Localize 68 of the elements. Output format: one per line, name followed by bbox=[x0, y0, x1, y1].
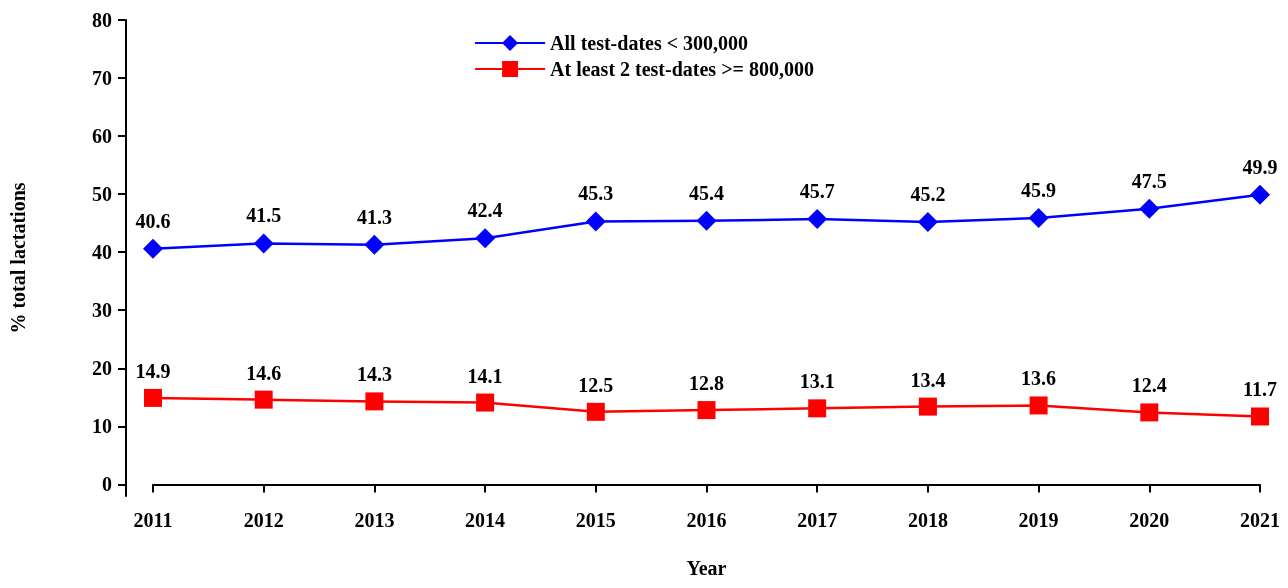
point bbox=[144, 388, 162, 407]
point bbox=[1140, 403, 1159, 422]
data-label: 14.1 bbox=[467, 364, 503, 387]
x-tick-label: 2017 bbox=[797, 509, 838, 531]
y-tick-label: 40 bbox=[92, 241, 112, 264]
point bbox=[365, 392, 384, 411]
data-label: 45.9 bbox=[1021, 178, 1057, 201]
point bbox=[476, 393, 495, 412]
x-tick-label: 2015 bbox=[575, 509, 616, 531]
y-tick-label: 70 bbox=[92, 67, 112, 90]
point bbox=[254, 390, 273, 409]
point bbox=[696, 210, 717, 231]
x-tick-label: 2016 bbox=[686, 509, 727, 531]
legend-label: At least 2 test-dates >= 800,000 bbox=[550, 58, 814, 80]
point bbox=[697, 401, 716, 420]
data-label: 47.5 bbox=[1131, 169, 1167, 192]
data-label: 12.4 bbox=[1131, 374, 1167, 397]
point bbox=[1139, 198, 1160, 219]
data-label: 41.3 bbox=[356, 205, 392, 228]
point bbox=[253, 233, 274, 254]
data-label: 49.9 bbox=[1242, 155, 1278, 178]
data-label: 14.3 bbox=[356, 363, 392, 386]
y-tick-label: 10 bbox=[92, 415, 112, 438]
data-label: 14.9 bbox=[135, 359, 171, 382]
x-tick-label: 2013 bbox=[354, 509, 395, 531]
x-tick-label: 2020 bbox=[1129, 509, 1170, 531]
y-tick-label: 30 bbox=[92, 299, 112, 322]
y-axis-title: % total lactations bbox=[7, 182, 29, 334]
x-tick-label: 2012 bbox=[243, 509, 284, 531]
data-label: 41.5 bbox=[246, 204, 282, 227]
legend-label: All test-dates < 300,000 bbox=[550, 32, 749, 54]
point bbox=[917, 212, 938, 233]
point bbox=[1250, 184, 1270, 205]
x-tick-label: 2011 bbox=[133, 509, 173, 531]
x-tick-label: 2021 bbox=[1240, 509, 1280, 531]
x-tick-label: 2014 bbox=[465, 509, 506, 531]
data-label: 40.6 bbox=[135, 209, 171, 232]
y-tick-label: 20 bbox=[92, 357, 112, 380]
data-label: 45.4 bbox=[689, 181, 724, 204]
point bbox=[1251, 407, 1269, 426]
y-tick-label: 60 bbox=[92, 125, 112, 148]
point bbox=[918, 397, 937, 416]
point bbox=[808, 399, 827, 418]
y-tick-label: 0 bbox=[102, 473, 112, 496]
point bbox=[1028, 207, 1049, 228]
y-tick-label: 80 bbox=[92, 9, 112, 31]
data-label: 13.6 bbox=[1021, 367, 1057, 390]
point bbox=[143, 238, 163, 259]
point bbox=[364, 234, 385, 255]
data-label: 13.4 bbox=[910, 368, 946, 391]
data-label: 45.3 bbox=[578, 182, 614, 205]
point bbox=[475, 228, 496, 249]
data-label: 45.7 bbox=[799, 180, 835, 203]
point bbox=[807, 209, 828, 230]
y-tick-label: 50 bbox=[92, 183, 112, 206]
data-label: 11.7 bbox=[1243, 378, 1277, 401]
x-tick-label: 2018 bbox=[907, 509, 948, 531]
data-label: 13.1 bbox=[799, 370, 835, 393]
x-axis-title: Year bbox=[686, 557, 727, 579]
x-tick-label: 2019 bbox=[1018, 509, 1059, 531]
data-label: 42.4 bbox=[467, 199, 503, 222]
data-label: 14.6 bbox=[246, 361, 282, 384]
data-label: 12.8 bbox=[689, 372, 724, 395]
data-label: 12.5 bbox=[578, 373, 614, 396]
point bbox=[1029, 396, 1048, 415]
point bbox=[586, 402, 605, 421]
data-label: 45.2 bbox=[910, 183, 946, 206]
point bbox=[585, 211, 606, 232]
